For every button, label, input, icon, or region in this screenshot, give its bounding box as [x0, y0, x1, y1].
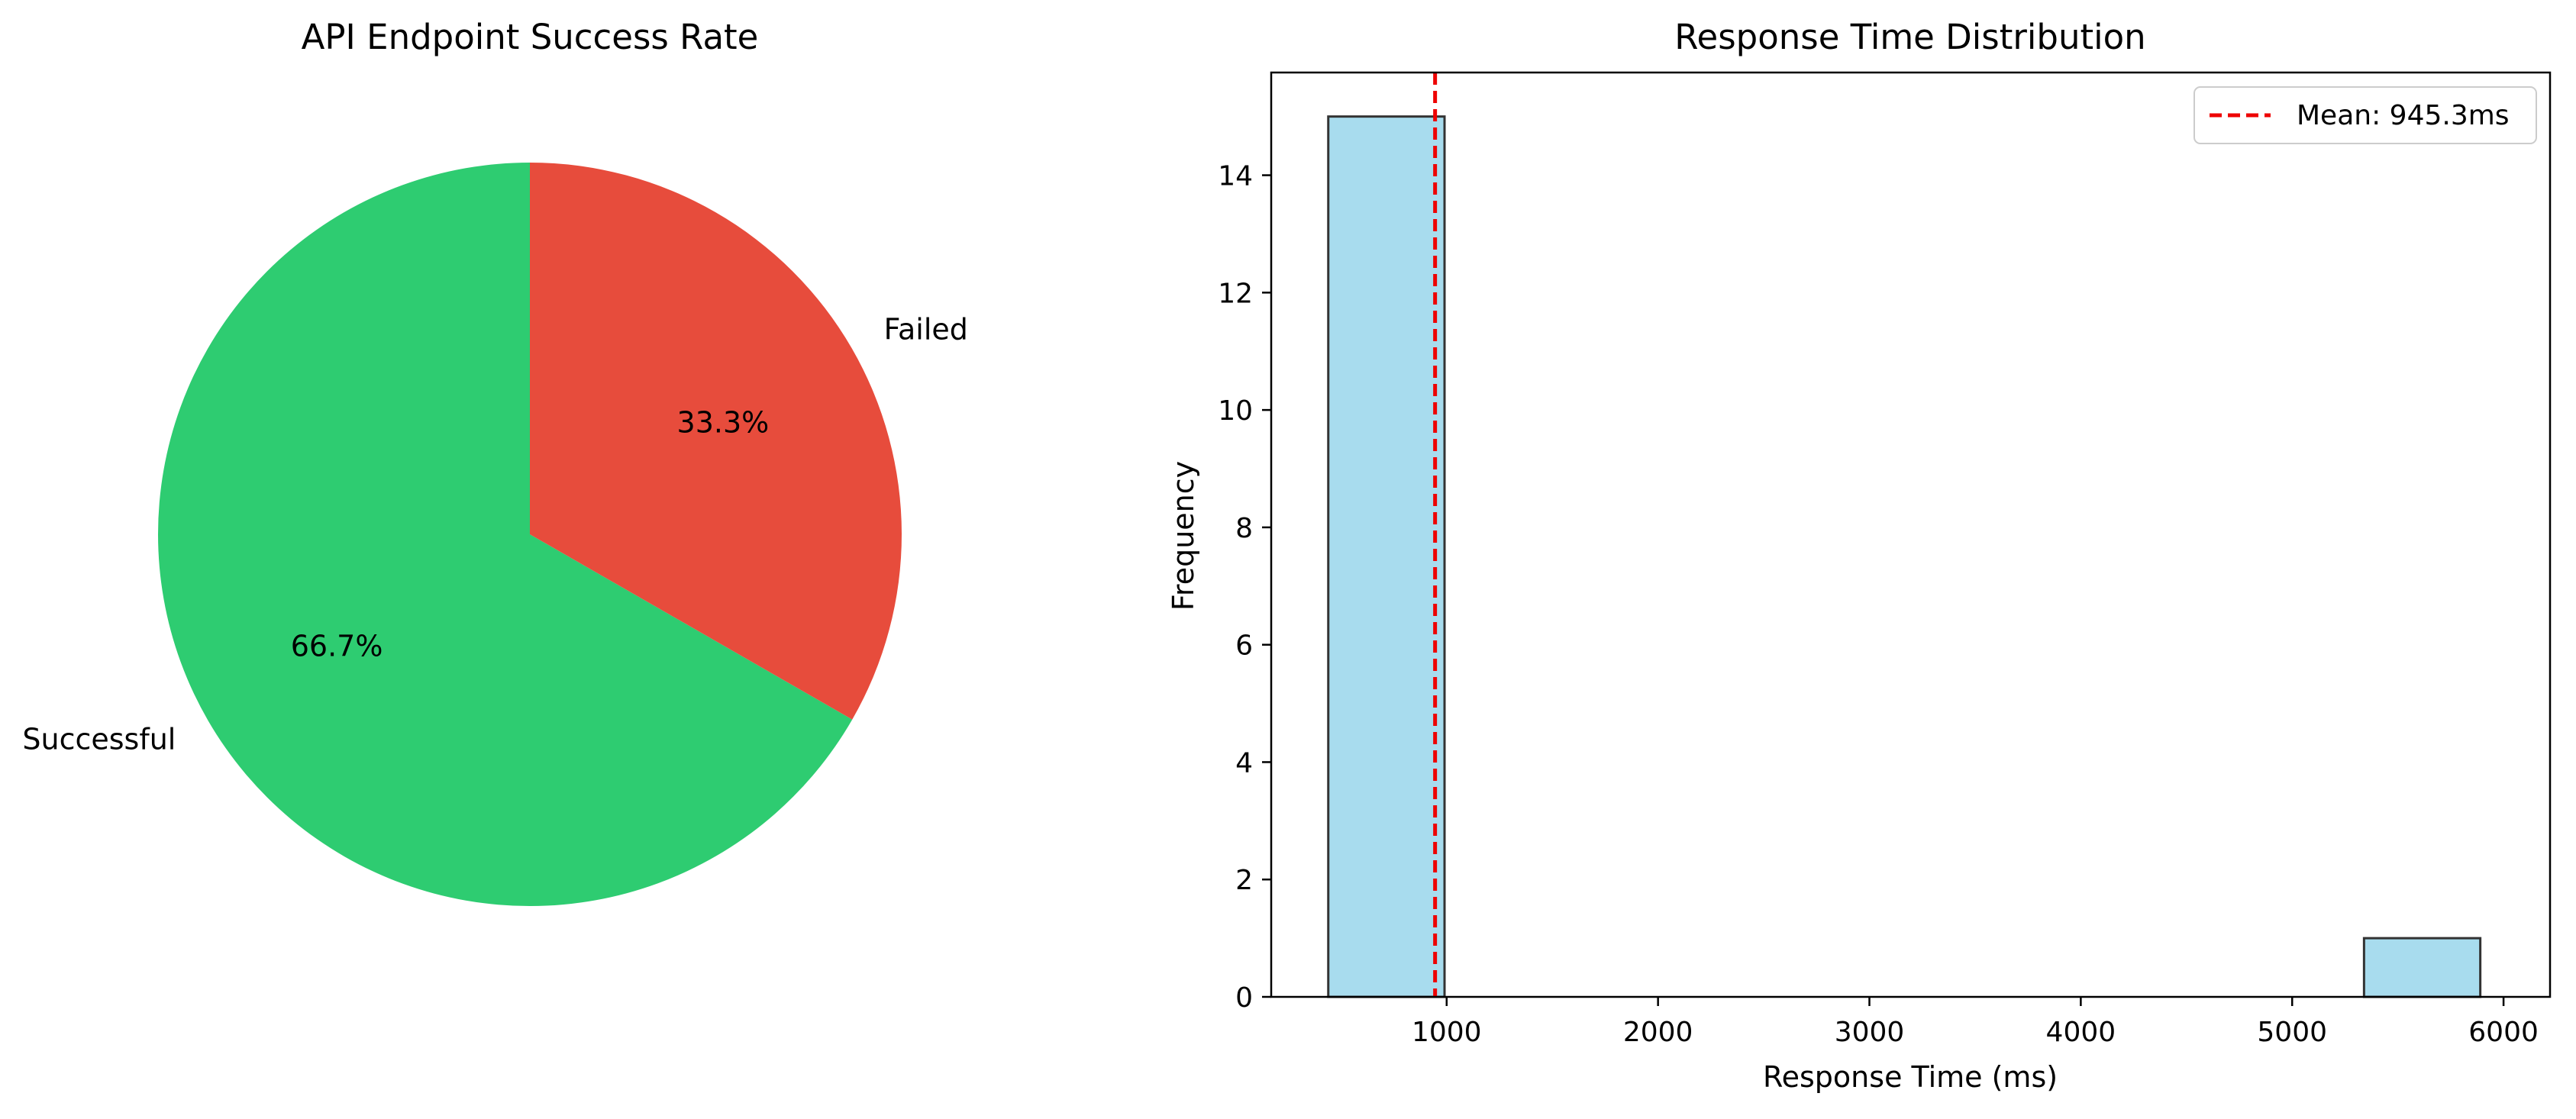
- histogram-bar-1: [1327, 115, 1446, 998]
- x-tick-label-1000: 1000: [1412, 1017, 1482, 1048]
- x-tick-label-5000: 5000: [2257, 1017, 2327, 1048]
- y-axis-label: Frequency: [1167, 461, 1200, 611]
- y-tick-label-8: 8: [1235, 513, 1253, 544]
- y-tick-label-10: 10: [1218, 395, 1253, 427]
- pie-pct-label-failed: 33.3%: [677, 406, 770, 440]
- x-tick-label-2000: 2000: [1623, 1017, 1693, 1048]
- histogram-bar-2: [2362, 937, 2482, 998]
- x-tick-label-4000: 4000: [2046, 1017, 2116, 1048]
- legend-label-mean: Mean: 945.3ms: [2297, 100, 2510, 131]
- legend: Mean: 945.3ms: [2193, 86, 2537, 144]
- pie-slices: [158, 163, 902, 907]
- y-tick-label-12: 12: [1218, 278, 1253, 309]
- pie-chart-title: API Endpoint Success Rate: [302, 17, 759, 57]
- pie-slice-successful: [158, 163, 853, 907]
- y-tick-label-6: 6: [1235, 630, 1253, 662]
- pie-slice-label-successful: Successful: [22, 722, 176, 756]
- histogram-title: Response Time Distribution: [1674, 17, 2145, 57]
- pie-pct-label-successful: 66.7%: [291, 629, 383, 663]
- legend-box: [2193, 86, 2537, 144]
- pie-slice-label-failed: Failed: [884, 313, 968, 347]
- x-tick-label-3000: 3000: [1835, 1017, 1905, 1048]
- x-axis-ticks: 1000 2000 3000 4000 5000 6000: [1412, 997, 2539, 1048]
- x-axis-label: Response Time (ms): [1763, 1060, 2058, 1094]
- y-tick-label-4: 4: [1235, 747, 1253, 779]
- histogram-bars: [1327, 115, 2482, 998]
- pie-slice-failed: [530, 163, 902, 720]
- y-tick-label-0: 0: [1235, 982, 1253, 1014]
- pie-labels: 66.7% Successful 33.3% Failed: [22, 313, 968, 756]
- x-tick-label-6000: 6000: [2468, 1017, 2539, 1048]
- plot-area-frame: [1270, 71, 2552, 998]
- pie-chart: API Endpoint Success Rate 66.7% Successfu…: [22, 17, 968, 907]
- histogram-chart: Response Time Distribution 1000 2000 3000 4…: [1167, 17, 2552, 1094]
- y-tick-label-2: 2: [1235, 865, 1253, 896]
- y-tick-label-14: 14: [1218, 161, 1253, 192]
- y-axis-ticks: 0 2 4 6 8 10 12 14: [1218, 161, 1271, 1014]
